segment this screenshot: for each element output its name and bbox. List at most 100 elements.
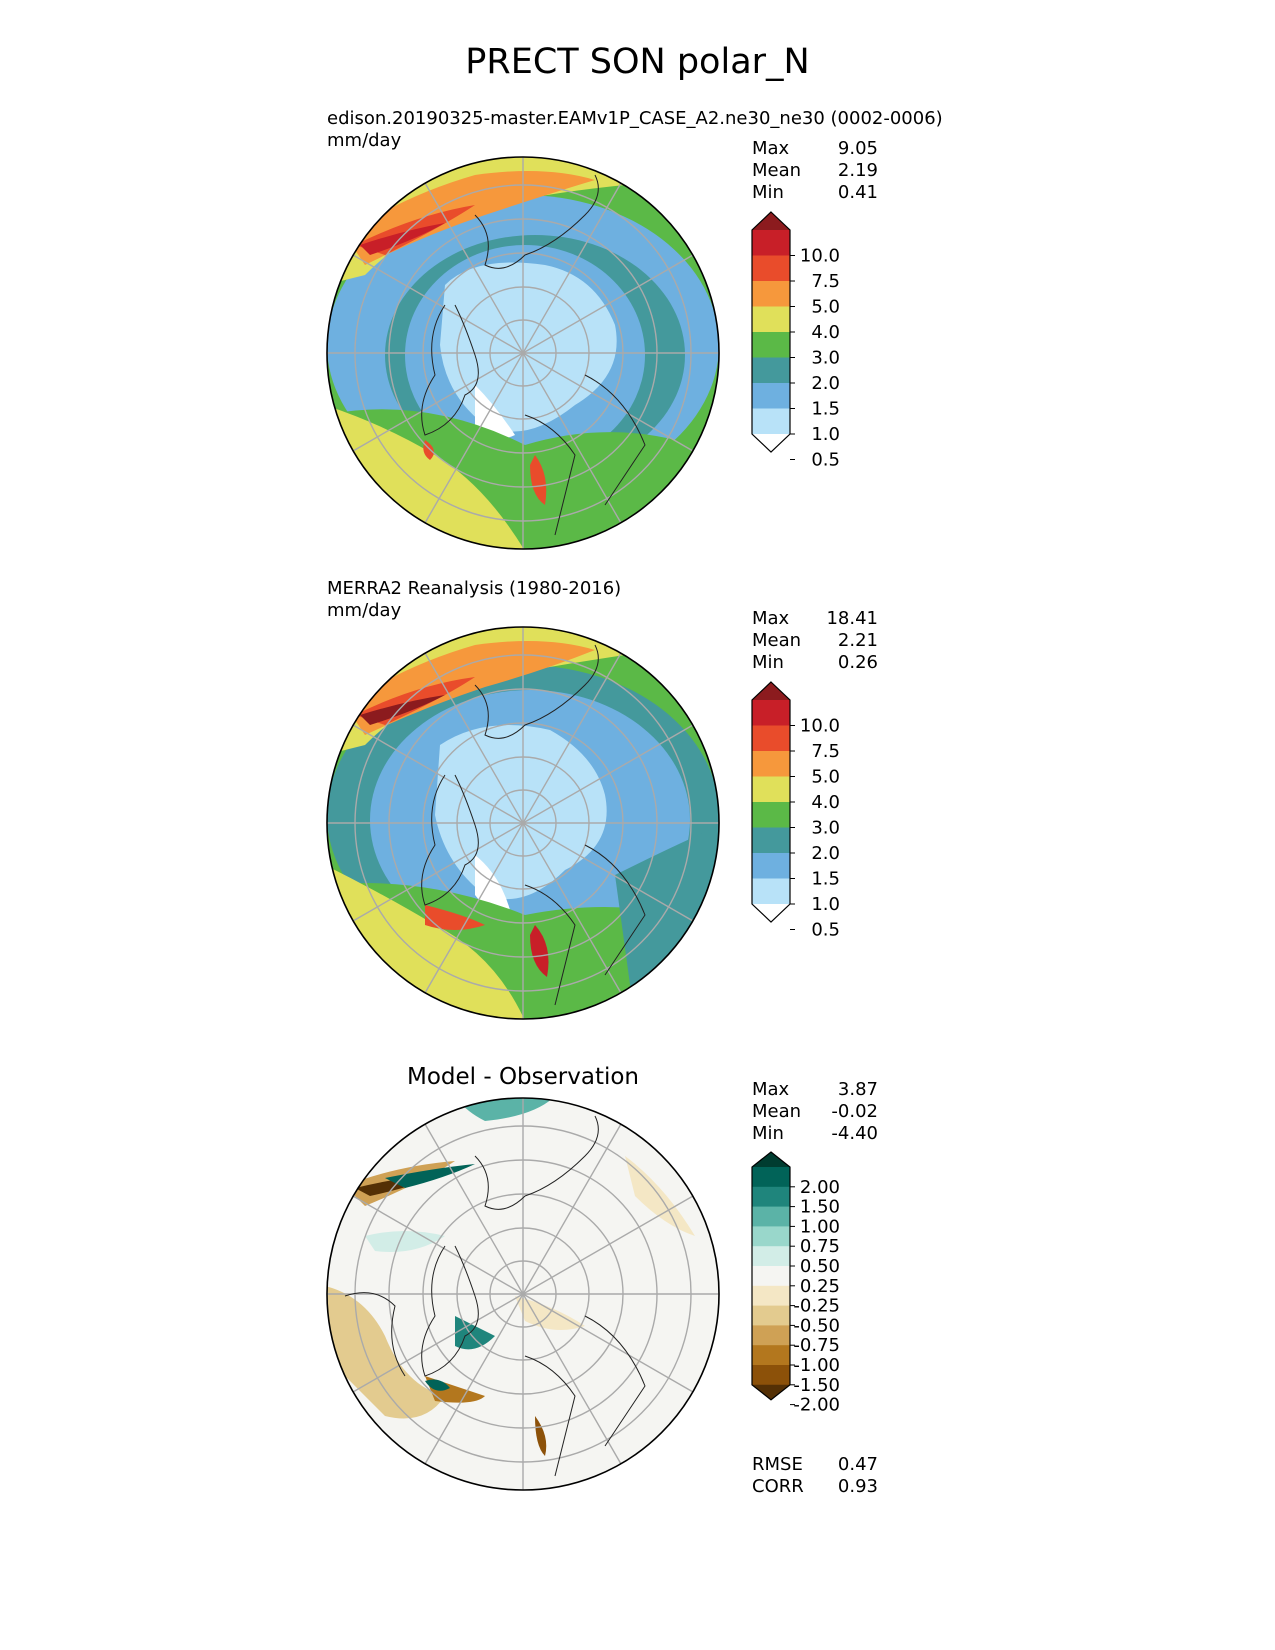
colorbar-segment <box>752 700 790 726</box>
panel3-extra-stats: RMSE 0.47 CORR 0.93 <box>752 1454 878 1498</box>
panel3-title: Model - Observation <box>406 1064 640 1090</box>
colorbar-tick-label: 1.50 <box>800 1197 840 1218</box>
precip-region <box>530 455 547 505</box>
colorbar-tick-label: -0.25 <box>793 1296 840 1317</box>
colorbar-segment <box>752 1167 790 1188</box>
colorbar-tick-label: 2.0 <box>811 843 840 864</box>
precip-region <box>327 157 719 285</box>
colorbar-tick-label: 4.0 <box>811 792 840 813</box>
colorbar-outline <box>751 211 791 453</box>
colorbar-tick-label: 1.00 <box>800 1216 840 1237</box>
stat-value: -0.02 <box>831 1101 878 1122</box>
colorbar-segment <box>752 751 790 777</box>
colorbar-extend-max <box>752 212 790 230</box>
colorbar-segment <box>752 1246 790 1267</box>
stat-value: 0.41 <box>837 182 878 203</box>
colorbar-segment <box>752 1345 790 1366</box>
stat-value: 2.21 <box>837 630 878 651</box>
colorbar-tick-label: 0.25 <box>800 1276 840 1297</box>
precip-region <box>360 223 445 255</box>
colorbar-tick-label: -1.50 <box>793 1375 840 1396</box>
stat-value: 0.26 <box>837 652 878 673</box>
colorbar-segment <box>752 853 790 879</box>
colorbar-tick-label: 0.5 <box>811 450 840 471</box>
colorbar-extend-min <box>752 904 790 922</box>
colorbar-extend-max <box>752 682 790 700</box>
colorbar-tick-label: 10.0 <box>800 716 840 737</box>
graticule <box>327 627 719 1019</box>
colorbar-tick-label: -1.00 <box>793 1355 840 1376</box>
colorbar-segment <box>752 408 790 435</box>
stat-label: Min <box>752 1123 784 1144</box>
colorbar-segment <box>752 332 790 358</box>
panel1-units: mm/day <box>327 130 402 151</box>
colorbar-segment <box>752 725 790 752</box>
colorbar-tick-label: 4.0 <box>811 322 840 343</box>
colorbar-segment <box>752 1266 790 1287</box>
colorbar-segment <box>752 1206 790 1227</box>
stat-value: 3.87 <box>837 1079 878 1100</box>
diff-region <box>365 1231 445 1252</box>
precip-region <box>530 925 549 977</box>
panel3-map <box>326 1097 720 1491</box>
colorbar-tick-label: 3.0 <box>811 818 840 839</box>
panel1-title: edison.20190325-master.EAMv1P_CASE_A2.ne… <box>327 108 943 129</box>
precip-region <box>360 695 445 725</box>
stat-label: Max <box>752 138 790 159</box>
greenland-min <box>475 855 510 911</box>
colorbar-tick-label: 5.0 <box>811 767 840 788</box>
colorbar-segment <box>752 383 790 409</box>
arctic-low-precip <box>435 725 607 900</box>
colorbar-segment <box>752 357 790 384</box>
colorbar-segment <box>752 230 790 256</box>
colorbar-tick-label: 1.0 <box>811 894 840 915</box>
stat-value: 2.19 <box>837 160 878 181</box>
map-boundary <box>326 156 720 550</box>
colorbar-segment <box>752 1186 790 1208</box>
colorbar-tick-label: 7.5 <box>811 271 840 292</box>
colorbar-segment <box>752 1226 790 1247</box>
stat-label: Mean <box>752 160 802 181</box>
colorbar-segment <box>752 1285 790 1307</box>
coastlines <box>421 174 646 536</box>
graticule <box>327 157 719 549</box>
precip-region <box>327 627 719 755</box>
colorbar-extend-max <box>752 1152 790 1167</box>
panel2-stats: Max 18.41 Mean 2.21 Min 0.26 <box>752 608 878 674</box>
panel3-colorbar: 2.001.501.000.750.500.25-0.25-0.50-0.75-… <box>751 1151 840 1416</box>
arctic-low-precip <box>440 262 617 432</box>
stat-value: 0.93 <box>837 1476 878 1497</box>
colorbar-extend-min <box>752 434 790 452</box>
stat-label: Max <box>752 1079 790 1100</box>
colorbar-tick-label: 1.5 <box>811 869 840 890</box>
stat-label: Max <box>752 608 790 629</box>
stat-label: CORR <box>752 1476 804 1497</box>
stat-label: Mean <box>752 1101 802 1122</box>
colorbar-tick-label: 1.5 <box>811 399 840 420</box>
colorbar-outline <box>751 1151 791 1401</box>
panel3-stats: Max 3.87 Mean -0.02 Min -4.40 <box>752 1079 878 1145</box>
diff-region <box>425 1379 450 1391</box>
panel2-units: mm/day <box>327 600 402 621</box>
colorbar-tick-label: 2.00 <box>800 1177 840 1198</box>
colorbar-tick-label: -0.50 <box>793 1315 840 1336</box>
colorbar-tick-label: 0.5 <box>811 920 840 941</box>
stat-label: RMSE <box>752 1454 803 1475</box>
figure-title: PRECT SON polar_N <box>465 42 810 82</box>
colorbar-segment <box>752 255 790 282</box>
panel2-colorbar: 10.0 7.5 5.0 4.0 3.0 2.0 1.5 1.0 0.5 <box>751 681 840 941</box>
coastlines <box>344 1115 646 1477</box>
colorbar-segment <box>752 802 790 828</box>
colorbar-tick-label: -2.00 <box>793 1395 840 1416</box>
colorbar-tick-label: -0.75 <box>793 1335 840 1356</box>
map-boundary <box>326 1097 720 1491</box>
colorbar-tick-label: 3.0 <box>811 348 840 369</box>
colorbar-tick-label: 1.0 <box>811 424 840 445</box>
diff-region <box>535 1416 547 1456</box>
colorbar-outline <box>751 681 791 923</box>
greenland-min <box>475 385 515 439</box>
stat-value: 0.47 <box>837 1454 878 1475</box>
colorbar-segment <box>752 878 790 905</box>
colorbar-segment <box>752 1305 790 1326</box>
panel2-title: MERRA2 Reanalysis (1980-2016) <box>327 578 622 599</box>
